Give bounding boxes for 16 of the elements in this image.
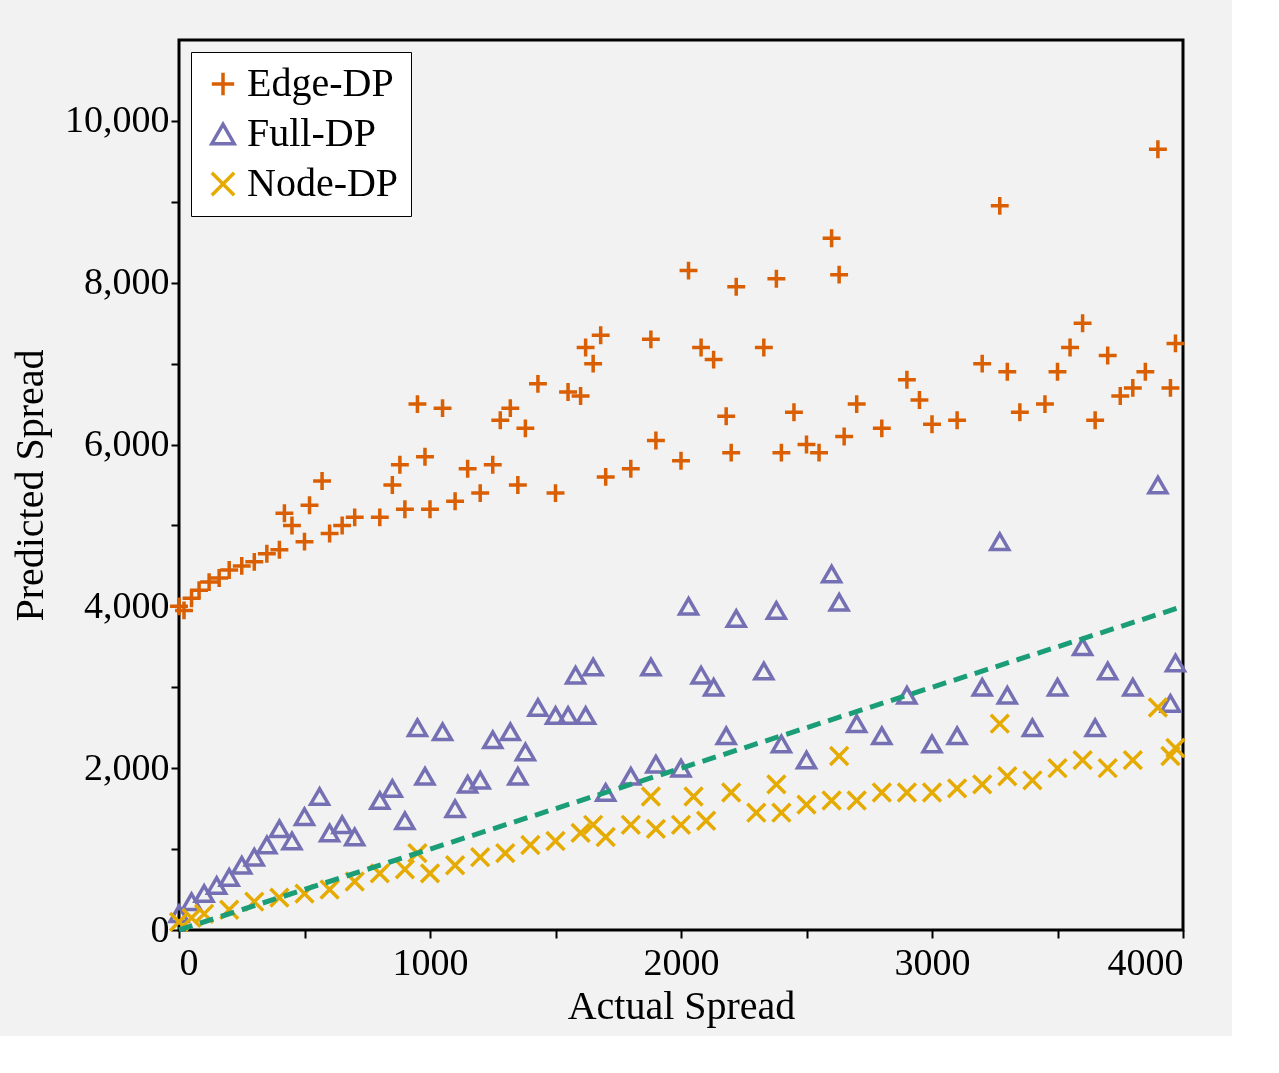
y-axis-title: Predicted Spread: [7, 349, 52, 622]
x-axis-title: Actual Spread: [567, 982, 796, 1028]
y-tick-label: 0: [150, 907, 170, 950]
y-tick-label: 8,000: [84, 260, 170, 303]
y-tick-label: 2,000: [84, 745, 170, 788]
x-tick-label: 4000: [1107, 940, 1184, 983]
y-tick-label: 10,000: [65, 98, 170, 141]
legend-label: Edge-DP: [247, 60, 394, 105]
x-tick-label: 0: [179, 940, 199, 983]
legend-label: Node-DP: [247, 160, 399, 205]
x-tick-label: 2000: [643, 940, 720, 983]
y-tick-label: 6,000: [84, 422, 170, 465]
legend-label: Full-DP: [247, 110, 376, 155]
y-tick-label: 4,000: [84, 583, 170, 626]
x-tick-label: 1000: [392, 940, 469, 983]
x-tick-label: 3000: [894, 940, 971, 983]
